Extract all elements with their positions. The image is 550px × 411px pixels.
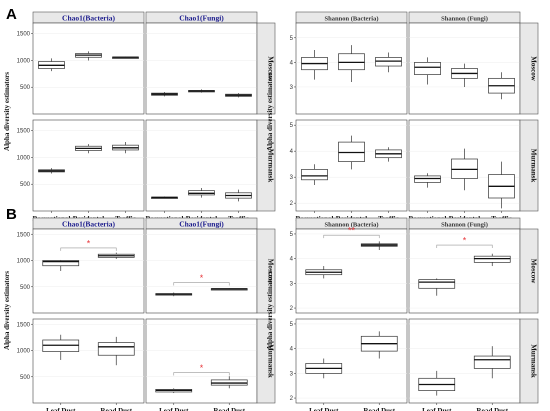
row-strip: [519, 22, 539, 115]
significance-label: *: [87, 238, 91, 248]
y-tick-label: 1500: [17, 322, 31, 328]
y-tick-label: 4: [290, 60, 294, 66]
facet-title: Chao1(Fungi): [179, 14, 224, 23]
significance-bracket: [60, 247, 117, 251]
y-tick-label: 3: [290, 281, 294, 287]
facet-title: Chao1(Bacteria): [62, 220, 115, 229]
x-tick-label: Leaf Dust: [46, 407, 76, 411]
chart-block-1: Alpha diversity estimators Shannon (Bacte…: [266, 11, 539, 223]
y-axis-label: Alpha diversity estimators: [266, 271, 274, 350]
facet-title: Chao1(Bacteria): [62, 14, 115, 23]
y-tick-label: 1000: [17, 58, 31, 64]
significance-bracket: [173, 372, 230, 376]
x-tick-label: Road Dust: [213, 407, 245, 411]
y-tick-label: 4: [290, 149, 294, 155]
section-label-a: A: [6, 6, 17, 23]
row-strip: [519, 228, 539, 314]
y-tick-label: 500: [20, 375, 31, 381]
panel-frame: [32, 228, 145, 314]
significance-bracket: [323, 234, 380, 239]
y-tick-label: 2: [290, 396, 294, 402]
panel-frame: [145, 228, 258, 314]
facet-title: Chao1(Fungi): [179, 220, 224, 229]
significance-label: *: [200, 363, 204, 373]
y-axis-label: Alpha diversity estimators: [3, 271, 11, 350]
row-strip: [256, 22, 276, 115]
significance-label: *: [463, 236, 467, 246]
y-tick-label: 5: [290, 123, 294, 129]
y-tick-label: 1000: [17, 349, 31, 355]
chart-block-3: Alpha diversity estimators Shannon (Bacte…: [266, 217, 539, 411]
y-tick-label: 4: [290, 257, 294, 263]
row-title: Moscow: [267, 56, 275, 81]
significance-label: **: [348, 226, 356, 236]
x-tick-label: Road Dust: [363, 407, 395, 411]
y-axis-label: Alpha diversity estimators: [3, 72, 11, 151]
y-tick-label: 5: [290, 232, 294, 238]
x-tick-label: Road Dust: [100, 407, 132, 411]
x-tick-label: Road Dust: [476, 407, 508, 411]
row-strip: [519, 318, 539, 404]
panel-frame: [145, 318, 258, 404]
facet-title: Shannon (Bacteria): [325, 222, 379, 229]
facet-title: Shannon (Bacteria): [325, 16, 379, 23]
chart-block-2: Alpha diversity estimators Chao1(Bacteria…: [3, 217, 276, 411]
panel-frame: [32, 318, 145, 404]
y-tick-label: 500: [20, 182, 31, 188]
panel-frame: [408, 228, 521, 314]
y-tick-label: 3: [290, 85, 294, 91]
y-tick-label: 500: [20, 85, 31, 91]
row-strip: [519, 119, 539, 212]
y-tick-label: 1500: [17, 129, 31, 135]
panel-frame: [295, 318, 408, 404]
row-title: Moscow: [267, 259, 275, 284]
y-tick-label: 2: [290, 306, 294, 312]
significance-bracket: [436, 244, 493, 249]
row-title: Moscow: [530, 259, 538, 284]
x-tick-label: Leaf Dust: [309, 407, 339, 411]
row-title: Murmansk: [530, 344, 538, 378]
row-title: Murmansk: [267, 149, 275, 183]
facet-title: Shannon (Fungi): [441, 222, 488, 229]
row-strip: [256, 318, 276, 404]
significance-label: *: [200, 273, 204, 283]
y-tick-label: 500: [20, 285, 31, 291]
panel-frame: [32, 119, 145, 212]
y-tick-label: 5: [290, 36, 294, 42]
y-tick-label: 1500: [17, 232, 31, 238]
box: [97, 342, 135, 356]
box: [414, 62, 441, 75]
x-tick-label: Leaf Dust: [422, 407, 452, 411]
y-tick-label: 1000: [17, 155, 31, 161]
facet-title: Shannon (Fungi): [441, 16, 488, 23]
y-axis-label: Alpha diversity estimators: [266, 72, 274, 151]
box: [473, 355, 511, 369]
panel-frame: [145, 22, 258, 115]
row-strip: [256, 228, 276, 314]
y-tick-label: 3: [290, 175, 294, 181]
row-title: Murmansk: [267, 344, 275, 378]
section-label-b: B: [6, 206, 17, 223]
y-tick-label: 5: [290, 322, 294, 328]
significance-bracket: [173, 282, 230, 286]
y-tick-label: 1000: [17, 259, 31, 265]
y-tick-label: 1500: [17, 32, 31, 38]
x-tick-label: Leaf Dust: [159, 407, 189, 411]
y-tick-label: 4: [290, 347, 294, 353]
box: [301, 169, 328, 181]
box: [418, 279, 456, 289]
row-title: Murmansk: [530, 149, 538, 183]
y-tick-label: 2: [290, 201, 294, 207]
chart-block-0: Alpha diversity estimators Chao1(Bacteria…: [3, 11, 276, 223]
box: [42, 260, 80, 267]
row-strip: [256, 119, 276, 212]
row-title: Moscow: [530, 56, 538, 81]
y-tick-label: 3: [290, 371, 294, 377]
